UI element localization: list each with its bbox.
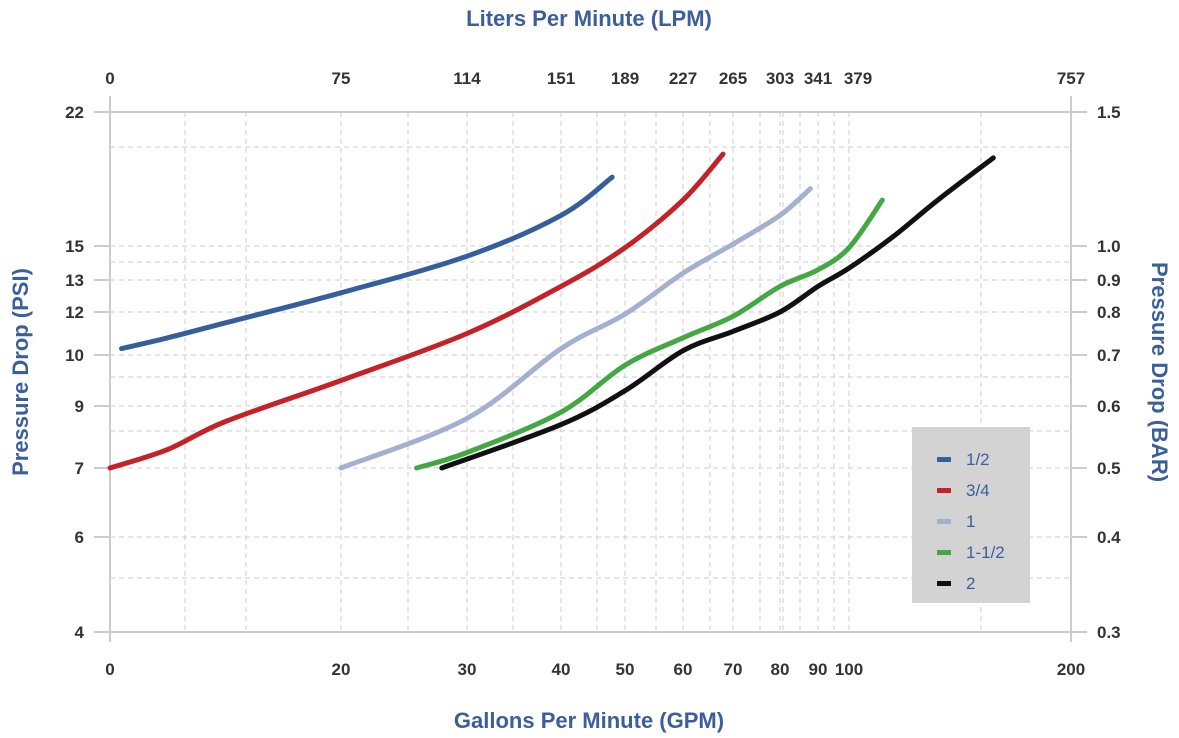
right-y-tick-label: 0.3 bbox=[1097, 623, 1121, 642]
bottom-x-tick-label: 70 bbox=[724, 660, 743, 679]
legend-label: 2 bbox=[966, 574, 975, 593]
legend-background bbox=[912, 427, 1030, 603]
legend-swatch bbox=[937, 550, 951, 555]
right-y-tick-label: 0.7 bbox=[1097, 346, 1121, 365]
top-x-tick-label: 189 bbox=[611, 69, 639, 88]
legend-swatch bbox=[937, 519, 951, 524]
bottom-x-tick-label: 200 bbox=[1057, 660, 1085, 679]
bottom-axis-title: Gallons Per Minute (GPM) bbox=[454, 708, 724, 733]
series-line-1 bbox=[119, 174, 615, 352]
bottom-x-tick-label: 20 bbox=[332, 660, 351, 679]
series-line-5 bbox=[439, 155, 996, 471]
series-lines bbox=[107, 151, 996, 471]
top-x-tick-label: 0 bbox=[105, 69, 114, 88]
right-y-tick-label: 0.4 bbox=[1097, 528, 1121, 547]
left-y-tick-label: 7 bbox=[75, 459, 84, 478]
axis-frame bbox=[94, 96, 1085, 642]
left-y-tick-label: 13 bbox=[65, 271, 84, 290]
right-y-tick-label: 0.6 bbox=[1097, 397, 1121, 416]
legend-label: 1-1/2 bbox=[966, 543, 1005, 562]
top-x-tick-label: 151 bbox=[547, 69, 575, 88]
top-x-tick-label: 757 bbox=[1057, 69, 1085, 88]
top-x-tick-label: 75 bbox=[332, 69, 351, 88]
bottom-x-tick-label: 100 bbox=[835, 660, 863, 679]
right-y-tick-label: 0.8 bbox=[1097, 303, 1121, 322]
bottom-x-tick-label: 60 bbox=[674, 660, 693, 679]
left-y-tick-label: 10 bbox=[65, 346, 84, 365]
legend-swatch bbox=[937, 581, 951, 586]
bottom-x-tick-label: 30 bbox=[458, 660, 477, 679]
top-x-tick-label: 341 bbox=[804, 69, 832, 88]
top-x-tick-label: 379 bbox=[844, 69, 872, 88]
legend-swatch bbox=[937, 488, 951, 493]
left-y-tick-label: 12 bbox=[65, 303, 84, 322]
legend-swatch bbox=[937, 457, 951, 462]
top-axis-title: Liters Per Minute (LPM) bbox=[466, 6, 712, 31]
top-x-tick-label: 265 bbox=[719, 69, 747, 88]
top-x-tick-label: 303 bbox=[766, 69, 794, 88]
top-x-tick-label: 114 bbox=[453, 69, 481, 88]
right-y-tick-label: 1.5 bbox=[1097, 103, 1121, 122]
legend-label: 3/4 bbox=[966, 481, 990, 500]
series-line-3 bbox=[338, 186, 813, 471]
bottom-x-tick-label: 0 bbox=[105, 660, 114, 679]
bottom-x-tick-label: 50 bbox=[616, 660, 635, 679]
series-line-2 bbox=[107, 151, 726, 471]
left-y-tick-label: 6 bbox=[75, 528, 84, 547]
series-line-4 bbox=[414, 197, 885, 471]
top-x-tick-label: 227 bbox=[669, 69, 697, 88]
legend-label: 1 bbox=[966, 512, 975, 531]
right-y-tick-label: 0.5 bbox=[1097, 459, 1121, 478]
left-y-tick-label: 4 bbox=[75, 623, 85, 642]
bottom-x-tick-label: 80 bbox=[771, 660, 790, 679]
left-y-tick-label: 15 bbox=[65, 237, 84, 256]
left-y-tick-label: 22 bbox=[65, 103, 84, 122]
legend: 1/2 3/4 1 1-1/2 2 bbox=[912, 427, 1030, 603]
right-axis-title: Pressure Drop (BAR) bbox=[1147, 262, 1172, 482]
bottom-x-tick-label: 90 bbox=[809, 660, 828, 679]
left-axis-title: Pressure Drop (PSI) bbox=[8, 268, 33, 476]
right-y-tick-label: 0.9 bbox=[1097, 271, 1121, 290]
bottom-x-tick-label: 40 bbox=[552, 660, 571, 679]
legend-label: 1/2 bbox=[966, 450, 990, 469]
right-y-tick-label: 1.0 bbox=[1097, 237, 1121, 256]
left-y-tick-label: 9 bbox=[75, 397, 84, 416]
